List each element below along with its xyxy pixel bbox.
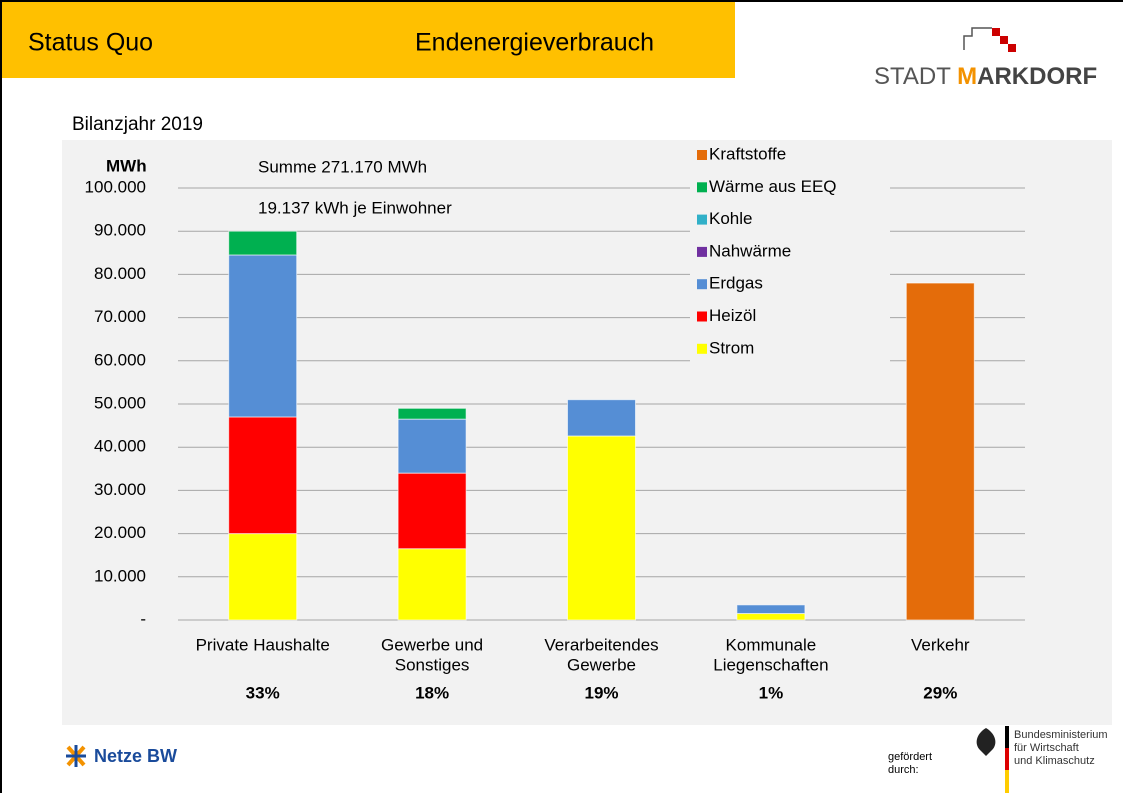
x-tick-label: Gewerbe	[567, 655, 636, 674]
x-tick-label: Verkehr	[911, 635, 970, 654]
header-topic: Endenergieverbrauch	[415, 29, 654, 57]
share-label: 33%	[246, 683, 280, 702]
bar-segment	[567, 399, 636, 437]
y-tick-label: 100.000	[85, 177, 146, 196]
legend-swatch	[697, 214, 707, 225]
legend-background	[690, 141, 890, 363]
share-label: 18%	[415, 683, 449, 702]
x-tick-label: Kommunale	[726, 635, 817, 654]
footer-partner: Netze BW	[66, 745, 177, 767]
y-tick-label: 60.000	[94, 350, 146, 369]
bar-segment	[736, 604, 806, 615]
legend-swatch	[697, 311, 707, 322]
legend-label: Strom	[709, 338, 754, 357]
bar-segment	[397, 407, 467, 420]
logo-initial: M	[957, 63, 977, 90]
logo-word: STADT	[874, 63, 951, 90]
ministry: für Wirtschaft	[1014, 742, 1079, 754]
y-tick-label: 30.000	[94, 480, 146, 499]
y-tick-label: 20.000	[94, 523, 146, 542]
legend-swatch	[697, 279, 707, 290]
legend-swatch	[697, 246, 707, 257]
header-section: Status Quo	[28, 29, 153, 57]
flag-stripe	[1005, 748, 1009, 770]
y-tick-label: 80.000	[94, 264, 146, 283]
bar-segment	[228, 230, 298, 256]
header-bar	[2, 2, 735, 78]
bar-segment	[567, 435, 636, 621]
funded-by: durch:	[888, 764, 919, 776]
legend-label: Kohle	[709, 209, 752, 228]
ministry: und Klimaschutz	[1014, 755, 1095, 767]
legend-label: Wärme aus EEQ	[709, 177, 837, 196]
logo-rest: ARKDORF	[977, 63, 1097, 90]
bar-segment	[228, 416, 298, 535]
legend-swatch	[697, 343, 707, 354]
x-tick-label: Sonstiges	[395, 655, 470, 674]
y-tick-label: 10.000	[94, 566, 146, 585]
partner-name: Netze BW	[94, 746, 177, 766]
share-label: 19%	[584, 683, 618, 702]
bar-segment	[397, 548, 467, 621]
bar-segment	[228, 533, 298, 621]
share-label: 29%	[923, 683, 957, 702]
x-tick-label: Verarbeitendes	[544, 635, 658, 654]
bar-segment	[228, 254, 298, 418]
y-tick-label: 40.000	[94, 437, 146, 456]
share-label: 1%	[759, 683, 784, 702]
logo-icon	[963, 27, 1016, 52]
y-tick-label: 70.000	[94, 307, 146, 326]
legend-swatch	[697, 182, 707, 193]
flag-stripe	[1005, 770, 1009, 793]
bar-segment	[397, 418, 467, 474]
legend-label: Erdgas	[709, 274, 763, 293]
bar-segment	[397, 472, 467, 550]
y-tick-label: 50.000	[94, 393, 146, 412]
flag-stripe	[1005, 726, 1009, 748]
legend-label: Nahwärme	[709, 241, 791, 260]
bar-segment	[905, 282, 975, 621]
bar-segment	[736, 613, 806, 621]
chart-title: Bilanzjahr 2019	[72, 114, 203, 135]
y-tick-label: 90.000	[94, 221, 146, 240]
ministry: Bundesministerium	[1014, 729, 1108, 741]
annotation: 19.137 kWh je Einwohner	[258, 198, 452, 217]
legend-swatch	[697, 150, 707, 160]
y-tick-label: -	[140, 609, 146, 628]
legend-label: Heizöl	[709, 306, 756, 325]
x-tick-label: Liegenschaften	[713, 655, 828, 674]
x-tick-label: Gewerbe und	[381, 635, 483, 654]
x-tick-label: Private Haushalte	[196, 635, 330, 654]
annotation: Summe 271.170 MWh	[258, 157, 427, 176]
y-axis-label: MWh	[106, 156, 147, 175]
eagle	[976, 728, 996, 756]
logo-text: STADT MARKDORF	[874, 63, 1097, 90]
funded-by: gefördert	[888, 751, 932, 763]
legend-label: Kraftstoffe	[709, 144, 786, 163]
